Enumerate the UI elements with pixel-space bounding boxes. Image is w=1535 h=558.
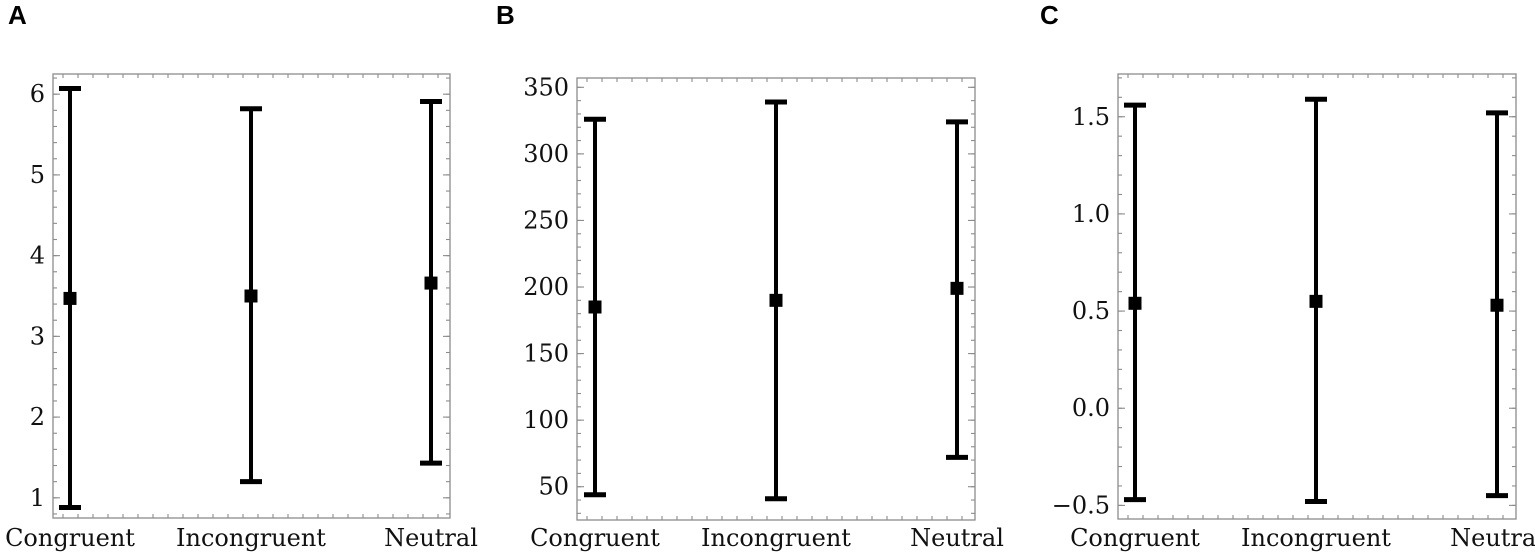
y-tick-label: 4 xyxy=(30,242,45,270)
x-category-label: Neutral xyxy=(384,524,478,552)
y-tick-label: 2 xyxy=(30,403,45,431)
y-tick-label: 350 xyxy=(523,73,569,101)
y-tick-label: 0.5 xyxy=(1072,297,1110,325)
x-category-label: Congruent xyxy=(530,524,660,552)
plot-frame xyxy=(52,73,451,519)
mean-point xyxy=(950,281,964,295)
chart-panel-c: C −0.5 0.0 0.5 1.0 1.5 Congruent Incongruent Neu… xyxy=(1040,0,1535,552)
y-tick-label: 3 xyxy=(30,322,45,350)
x-category-label: Incongruent xyxy=(701,524,851,552)
y-tick-label: 100 xyxy=(523,406,569,434)
y-tick-label: 1 xyxy=(30,484,45,512)
y-tick-label: 5 xyxy=(30,161,45,189)
y-tick-label: 250 xyxy=(523,206,569,234)
x-category-label: Congruent xyxy=(5,524,135,552)
mean-point xyxy=(1309,294,1323,308)
y-tick-label: 1.0 xyxy=(1072,200,1110,228)
mean-point xyxy=(769,293,783,307)
chart-panel-b: B 50 100 150 200 250 300 350 Congruent Incongruen… xyxy=(496,0,1004,552)
x-category-label: Neutral xyxy=(910,524,1004,552)
plot-frame xyxy=(1117,73,1517,520)
y-tick-label: 200 xyxy=(523,273,569,301)
mean-point xyxy=(1490,298,1504,312)
mean-point xyxy=(1128,296,1142,310)
chart-panel-a: A 1 2 3 4 5 6 Congruent Incongruent Neutral xyxy=(5,0,478,552)
y-tick-label: 6 xyxy=(30,80,45,108)
x-category-label: Incongruent xyxy=(176,524,326,552)
panel-letter: A xyxy=(8,0,27,30)
y-tick-label: 50 xyxy=(538,473,569,501)
y-tick-label: 1.5 xyxy=(1072,103,1110,131)
plot-frame xyxy=(576,77,976,521)
mean-point xyxy=(424,276,438,290)
mean-point xyxy=(63,291,77,305)
x-category-label: Incongruent xyxy=(1241,524,1391,552)
panel-letter: B xyxy=(496,0,515,30)
mean-point xyxy=(244,289,258,303)
x-category-label: Neutral xyxy=(1450,524,1535,552)
x-category-label: Congruent xyxy=(1070,524,1200,552)
y-tick-label: 300 xyxy=(523,140,569,168)
panel-letter: C xyxy=(1040,0,1059,30)
y-tick-label: 150 xyxy=(523,340,569,368)
y-tick-label: −0.5 xyxy=(1052,491,1110,519)
mean-point xyxy=(588,300,602,314)
y-tick-label: 0.0 xyxy=(1072,394,1110,422)
